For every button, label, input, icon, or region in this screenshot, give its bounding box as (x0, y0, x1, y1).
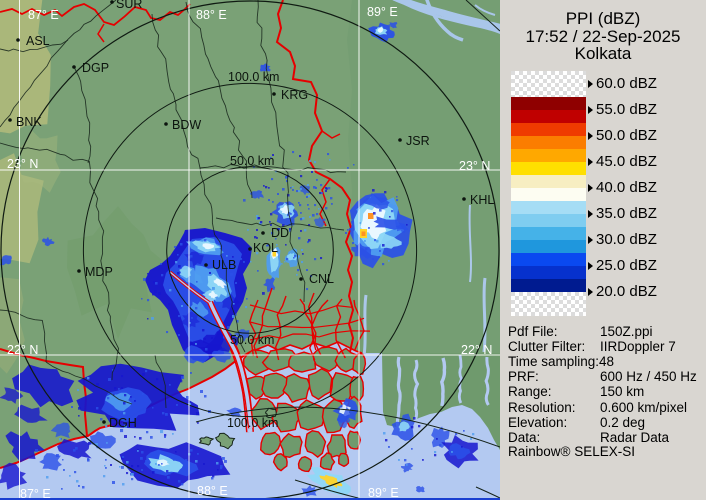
svg-text:KHL: KHL (470, 193, 494, 207)
svg-text:87° E: 87° E (20, 487, 51, 500)
svg-text:50.0 km: 50.0 km (230, 333, 274, 347)
svg-text:89° E: 89° E (368, 486, 399, 500)
svg-text:KOL: KOL (253, 241, 278, 255)
svg-text:DGH: DGH (109, 416, 137, 430)
svg-text:BDW: BDW (172, 118, 201, 132)
svg-text:23° N: 23° N (459, 159, 490, 173)
svg-text:JSR: JSR (406, 134, 430, 148)
svg-text:ULB: ULB (212, 258, 236, 272)
svg-text:SUR: SUR (116, 0, 142, 11)
svg-text:89° E: 89° E (367, 5, 398, 19)
svg-text:23° N: 23° N (7, 157, 38, 171)
svg-text:88° E: 88° E (196, 8, 227, 22)
svg-text:88° E: 88° E (197, 484, 228, 498)
svg-text:MDP: MDP (85, 265, 113, 279)
svg-text:100.0 km: 100.0 km (228, 70, 279, 84)
svg-text:BNK: BNK (16, 115, 42, 129)
svg-text:87° E: 87° E (28, 8, 59, 22)
svg-text:KRG: KRG (281, 88, 308, 102)
svg-text:22° N: 22° N (461, 343, 492, 357)
svg-text:DGP: DGP (82, 61, 109, 75)
svg-text:22° N: 22° N (7, 343, 38, 357)
svg-text:CNL: CNL (309, 272, 334, 286)
svg-text:ASL: ASL (26, 34, 50, 48)
svg-text:100.0 km: 100.0 km (227, 416, 278, 430)
svg-text:DD: DD (271, 226, 289, 240)
svg-text:50.0 km: 50.0 km (230, 154, 274, 168)
